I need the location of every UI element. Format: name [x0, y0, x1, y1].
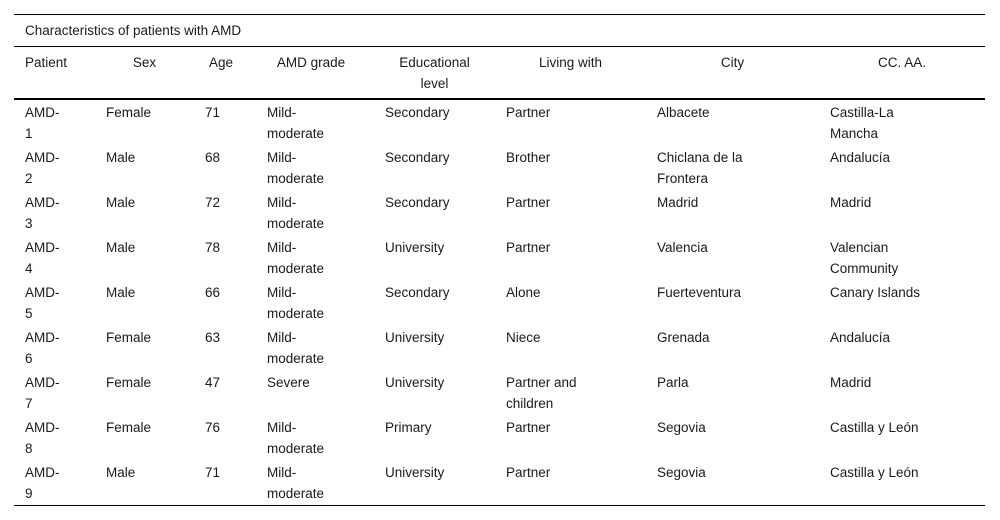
table-cell: Secondary: [385, 195, 450, 210]
table-cell: Partner: [506, 465, 551, 480]
table-cell: 66: [205, 285, 221, 300]
table-cell: Niece: [506, 330, 541, 345]
table-cell: Valencia: [657, 240, 708, 255]
table-cell: 47: [205, 375, 221, 390]
table-caption: Characteristics of patients with AMD: [14, 15, 985, 47]
table-cell: Madrid: [830, 375, 872, 390]
table-cell: University: [385, 330, 445, 345]
table-cell: AMD- 3: [25, 195, 60, 231]
table-cell: Grenada: [657, 330, 710, 345]
column-header: Educational level: [374, 47, 495, 100]
table-cell: University: [385, 375, 445, 390]
table-cell: AMD- 8: [25, 420, 60, 456]
table-cell: Mild- moderate: [267, 105, 325, 141]
patients-table: Patient Sex Age AMD grade Educational level L…: [14, 47, 985, 505]
table-cell: Female: [106, 105, 152, 120]
table-cell: Madrid: [657, 195, 699, 210]
table-cell: Primary: [385, 420, 432, 435]
table-cell: Fuerteventura: [657, 285, 742, 300]
column-header: City: [646, 47, 819, 100]
table-cell: Mild- moderate: [267, 150, 325, 186]
table-cell: AMD- 1: [25, 105, 60, 141]
table-cell: Partner: [506, 105, 551, 120]
table-cell: Severe: [267, 375, 310, 390]
table-cell: Female: [106, 375, 152, 390]
table-cell: Albacete: [657, 105, 710, 120]
table-cell: Female: [106, 420, 152, 435]
table-cell: Parla: [657, 375, 689, 390]
patient-characteristics-table: Characteristics of patients with AMD Pat…: [14, 14, 985, 506]
column-header: AMD grade: [248, 47, 374, 100]
table-cell: Mild- moderate: [267, 285, 325, 321]
table-cell: University: [385, 465, 445, 480]
table-row: AMD- 4 Male 78 Mild- moderate University Part…: [14, 235, 985, 280]
table-cell: Male: [106, 195, 136, 210]
table-cell: AMD- 9: [25, 465, 60, 501]
table-cell: Segovia: [657, 465, 706, 480]
table-cell: Partner: [506, 240, 551, 255]
table-cell: Mild- moderate: [267, 465, 325, 501]
table-cell: Male: [106, 150, 136, 165]
table-row: AMD- 2 Male 68 Mild- moderate Secondary Broth…: [14, 145, 985, 190]
table-cell: Segovia: [657, 420, 706, 435]
table-cell: 76: [205, 420, 221, 435]
table-cell: AMD- 7: [25, 375, 60, 411]
table-row: AMD- 6 Female 63 Mild- moderate University Ni…: [14, 325, 985, 370]
table-cell: Madrid: [830, 195, 872, 210]
table-cell: Mild- moderate: [267, 195, 325, 231]
table-cell: University: [385, 240, 445, 255]
table-cell: Male: [106, 285, 136, 300]
header-row: Patient Sex Age AMD grade Educational level L…: [14, 47, 985, 100]
table-cell: AMD- 5: [25, 285, 60, 321]
table-cell: Secondary: [385, 150, 450, 165]
table-cell: Brother: [506, 150, 551, 165]
table-cell: Mild- moderate: [267, 420, 325, 456]
table-cell: Castilla y León: [830, 465, 919, 480]
table-cell: Male: [106, 465, 136, 480]
table-cell: 71: [205, 105, 221, 120]
table-cell: AMD- 4: [25, 240, 60, 276]
table-cell: Partner and children: [506, 375, 577, 411]
table-cell: Secondary: [385, 285, 450, 300]
table-cell: Partner: [506, 195, 551, 210]
table-cell: AMD- 6: [25, 330, 60, 366]
column-header: Age: [194, 47, 248, 100]
table-cell: Canary Islands: [830, 285, 921, 300]
table-row: AMD- 8 Female 76 Mild- moderate Primary Partn…: [14, 415, 985, 460]
column-header: CC. AA.: [819, 47, 985, 100]
table-cell: 71: [205, 465, 221, 480]
table-cell: Secondary: [385, 105, 450, 120]
table-cell: Male: [106, 240, 136, 255]
table-body: AMD- 1 Female 71 Mild- moderate Secondary Par…: [14, 99, 985, 505]
column-header: Living with: [495, 47, 646, 100]
table-cell: Andalucía: [830, 150, 891, 165]
table-cell: Mild- moderate: [267, 330, 325, 366]
table-row: AMD- 7 Female 47 Severe University Partner an…: [14, 370, 985, 415]
table-cell: Castilla-La Mancha: [830, 105, 894, 141]
table-cell: Alone: [506, 285, 541, 300]
table-cell: Andalucía: [830, 330, 891, 345]
table-cell: Castilla y León: [830, 420, 919, 435]
table-cell: Valencian Community: [830, 240, 899, 276]
table-row: AMD- 1 Female 71 Mild- moderate Secondary Par…: [14, 99, 985, 145]
table-cell: 78: [205, 240, 221, 255]
table-cell: 68: [205, 150, 221, 165]
table-cell: Partner: [506, 420, 551, 435]
table-row: AMD- 5 Male 66 Mild- moderate Secondary Alone…: [14, 280, 985, 325]
table-cell: 63: [205, 330, 221, 345]
table-cell: Chiclana de la Frontera: [657, 150, 743, 186]
table-cell: 72: [205, 195, 221, 210]
table-row: AMD- 3 Male 72 Mild- moderate Secondary Partn…: [14, 190, 985, 235]
column-header: Patient: [14, 47, 95, 100]
table-cell: Female: [106, 330, 152, 345]
table-row: AMD- 9 Male 71 Mild- moderate University Part…: [14, 460, 985, 505]
column-header: Sex: [95, 47, 194, 100]
table-cell: AMD- 2: [25, 150, 60, 186]
table-cell: Mild- moderate: [267, 240, 325, 276]
